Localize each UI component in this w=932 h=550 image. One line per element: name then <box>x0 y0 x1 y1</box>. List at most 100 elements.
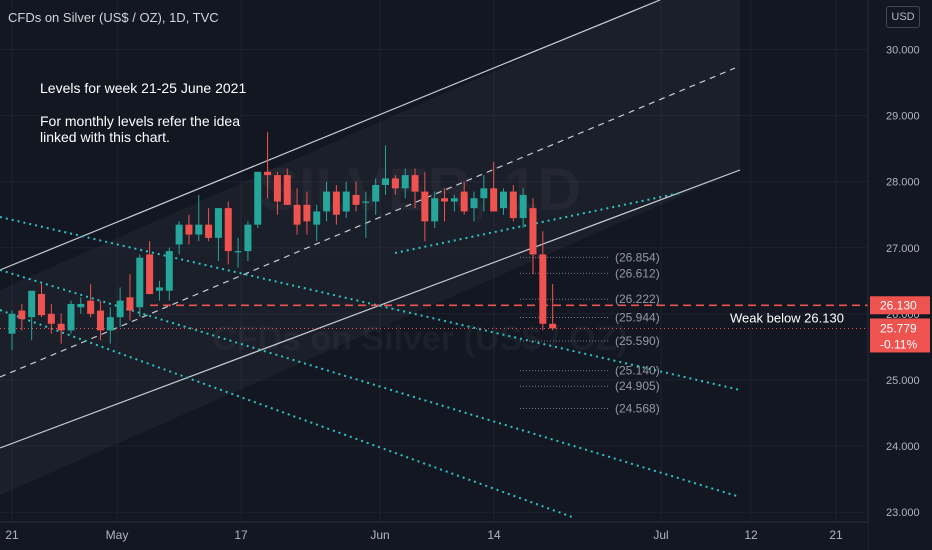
candle-body <box>205 224 213 238</box>
candle-body <box>28 290 36 318</box>
candle-body <box>136 257 144 308</box>
time-axis <box>0 522 868 550</box>
resistance-price-label: 26.130 <box>880 298 917 312</box>
price-axis <box>868 0 932 550</box>
resistance-annotation: Weak below 26.130 <box>730 310 844 325</box>
currency-button[interactable]: USD <box>886 6 920 28</box>
candle-body <box>47 313 55 324</box>
candle-body <box>490 188 498 212</box>
y-tick-label: 25.000 <box>886 375 920 387</box>
grid <box>0 0 868 522</box>
channel-lower-line <box>0 169 741 449</box>
candle-body <box>18 310 26 320</box>
candle-body <box>342 191 350 212</box>
level-label: (26.854) <box>615 250 660 264</box>
x-tick-label: 12 <box>744 528 758 542</box>
x-tick-label: 21 <box>829 528 843 542</box>
candle-body <box>519 194 527 219</box>
watermark: SILVER, 1D <box>259 156 581 223</box>
candle-body <box>214 208 222 238</box>
y-tick-label: 24.000 <box>886 441 920 453</box>
candle-body <box>460 191 468 212</box>
candle-body <box>264 171 272 176</box>
trendline-1 <box>0 216 741 391</box>
candle-body <box>87 300 95 314</box>
watermark-subtitle: CFDs on Silver (US$ / OZ) <box>212 320 628 358</box>
candles <box>8 132 557 351</box>
level-label: (25.140) <box>615 364 660 378</box>
note-line-2: For monthly levels refer the idea <box>40 113 240 129</box>
level-label: (25.944) <box>615 311 660 325</box>
last-price-label: 25.779 <box>880 321 917 335</box>
x-tick-label: 14 <box>487 528 501 542</box>
candle-body <box>283 175 291 205</box>
candle-body <box>67 303 75 331</box>
price-change-label: -0.11% <box>880 337 917 351</box>
candle-body <box>165 251 173 291</box>
candle-body <box>313 211 321 225</box>
note-line-3: linked with this chart. <box>40 129 170 145</box>
candle-body <box>411 175 419 192</box>
y-tick-label: 27.000 <box>886 243 920 255</box>
channel-upper-line <box>0 0 661 271</box>
candle-body <box>37 294 45 316</box>
candle-body <box>8 313 16 334</box>
candle-body <box>57 323 65 331</box>
candle-body <box>244 224 252 252</box>
chart-title: CFDs on Silver (US$ / OZ), 1D, TVC <box>8 10 219 25</box>
candle-body <box>362 201 370 203</box>
y-tick-label: 30.000 <box>886 45 920 57</box>
candle-body <box>539 254 547 324</box>
level-group: (26.854) (26.612) (26.222) (25.944) (25.590)… <box>520 250 660 415</box>
candle-body <box>293 204 301 225</box>
resistance-price-tag <box>870 296 930 315</box>
candle-body <box>470 198 478 209</box>
x-tick-label: May <box>106 528 129 542</box>
candle-body <box>195 224 203 235</box>
candle-body <box>382 178 390 186</box>
x-tick-label: Jun <box>370 528 389 542</box>
y-tick-label: 29.000 <box>886 111 920 123</box>
x-tick-label: 17 <box>234 528 248 542</box>
candle-body <box>332 191 340 215</box>
last-price-tag <box>870 318 930 353</box>
candle-body <box>77 303 85 308</box>
y-tick-label: 28.000 <box>886 177 920 189</box>
channel-mid-line <box>0 67 736 378</box>
candle-body <box>273 175 281 202</box>
candle-body <box>480 188 488 199</box>
candle-body <box>106 317 114 331</box>
level-label: (25.590) <box>615 334 660 348</box>
level-label: (26.222) <box>615 292 660 306</box>
candle-body <box>323 191 331 212</box>
level-label: (24.905) <box>615 379 660 393</box>
x-tick-label: 21 <box>5 528 19 542</box>
level-label: (26.612) <box>615 266 660 280</box>
candle-body <box>401 175 409 189</box>
candle-body <box>155 287 163 291</box>
candle-body <box>234 251 242 253</box>
note-line-1: Levels for week 21-25 June 2021 <box>40 80 247 96</box>
candle-body <box>529 208 537 255</box>
candle-body <box>254 171 262 225</box>
candle-body <box>303 204 311 222</box>
candle-body <box>116 300 124 318</box>
candle-body <box>352 194 360 205</box>
candle-body <box>185 224 193 235</box>
candle-body <box>500 191 507 209</box>
candle-body <box>96 310 104 331</box>
candle-body <box>391 178 399 189</box>
candle-body <box>126 297 134 311</box>
candle-body <box>549 323 557 329</box>
candle-body <box>441 198 449 202</box>
level-label: (24.568) <box>615 401 660 415</box>
x-tick-label: Jul <box>653 528 668 542</box>
candle-body <box>431 198 439 222</box>
candle-body <box>421 191 429 222</box>
candle-body <box>175 224 183 245</box>
trendline-4 <box>394 192 681 254</box>
candle-body <box>146 254 154 295</box>
y-tick-label: 23.000 <box>886 507 920 519</box>
